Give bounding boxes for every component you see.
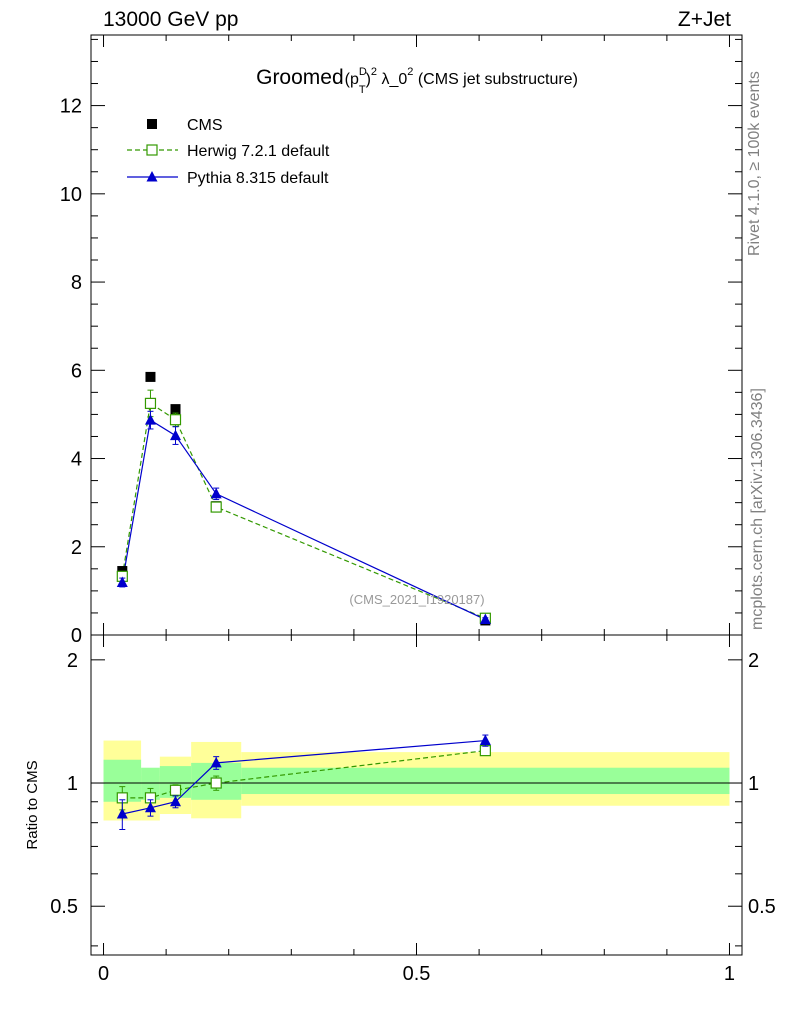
data-marks: [116, 371, 491, 830]
title-main: Groomed: [256, 66, 344, 89]
ratio-point-2-0: [116, 808, 128, 819]
header-process: Z+Jet: [677, 8, 731, 31]
rivet-version-label: Rivet 4.1.0, ≥ 100k events: [746, 71, 763, 256]
y-tick-label-main: 4: [71, 449, 82, 471]
title-sup-d: D: [359, 66, 367, 78]
green-band-4: [241, 767, 730, 795]
point-2-4: [479, 613, 491, 625]
ratio-line-1: [122, 750, 486, 799]
y-tick-label-main: 0: [71, 625, 82, 647]
chart-title: Groomed(pD T)2 λ_02 (CMS jet substructure…: [256, 66, 578, 96]
point-2-0: [116, 576, 128, 587]
y-tick-label-ratio-right: 0.5: [748, 896, 776, 918]
ratio-point-1-3: [210, 777, 222, 789]
x-tick-label: 0.5: [403, 963, 431, 985]
point-2-1: [144, 414, 156, 425]
ratio-point-2-4: [479, 734, 491, 746]
title-sup-2a: 2: [371, 66, 377, 78]
ratio-point-1-4: [479, 745, 491, 757]
title-sup-2b: 2: [407, 66, 413, 78]
y-tick-label-main: 8: [71, 272, 82, 294]
legend-label-2: Pythia 8.315 default: [187, 170, 329, 187]
ratio-point-1-2: [169, 784, 182, 796]
y-tick-label-ratio-right: 1: [748, 773, 759, 795]
header-energy: 13000 GeV pp: [103, 8, 239, 31]
point-0-1: [145, 371, 156, 382]
point-1-2: [169, 414, 182, 426]
mcplots-label: mcplots.cern.ch [arXiv:1306.3436]: [749, 388, 766, 630]
legend-label-1: Herwig 7.2.1 default: [187, 143, 330, 160]
title-sub-t: T: [359, 84, 366, 96]
y-tick-label-main: 10: [60, 184, 82, 206]
point-1-3: [210, 501, 222, 513]
y-tick-label-ratio: 2: [67, 650, 78, 672]
point-2-2: [170, 429, 182, 441]
y-tick-label-ratio-right: 2: [748, 650, 759, 672]
point-2-3: [210, 487, 222, 499]
y-tick-label-ratio: 0.5: [50, 896, 78, 918]
title-p: (p: [345, 71, 359, 88]
legend-label-0: CMS: [187, 117, 223, 134]
title-close: ): [366, 71, 371, 88]
green-band-1: [141, 767, 160, 800]
point-1-1: [144, 397, 157, 409]
legend-marker-2: [146, 171, 158, 182]
x-tick-label: 0: [98, 963, 109, 985]
legend-marker-1: [146, 144, 158, 156]
y-tick-label-main: 12: [60, 96, 82, 118]
ratio-point-2-2: [170, 795, 182, 807]
series-line-1: [121, 402, 486, 619]
title-tail: (CMS jet substructure): [413, 71, 577, 88]
series-line-2: [121, 419, 486, 621]
y-tick-label-main: 6: [71, 360, 82, 382]
point-0-2: [170, 404, 181, 415]
x-tick-label: 1: [724, 963, 735, 985]
title-lambda: λ_0: [377, 71, 407, 88]
y-tick-label-main: 2: [71, 537, 82, 559]
legend: CMS Herwig 7.2.1 default Pythia 8.315 defa…: [127, 117, 330, 187]
legend-marker-0: [147, 119, 157, 129]
ratio-point-2-1: [144, 801, 156, 813]
analysis-watermark: (CMS_2021_I1920187): [349, 592, 484, 607]
ratio-axis-label: Ratio to CMS: [24, 760, 41, 849]
y-tick-label-ratio: 1: [67, 773, 78, 795]
ratio-point-2-3: [210, 756, 222, 768]
